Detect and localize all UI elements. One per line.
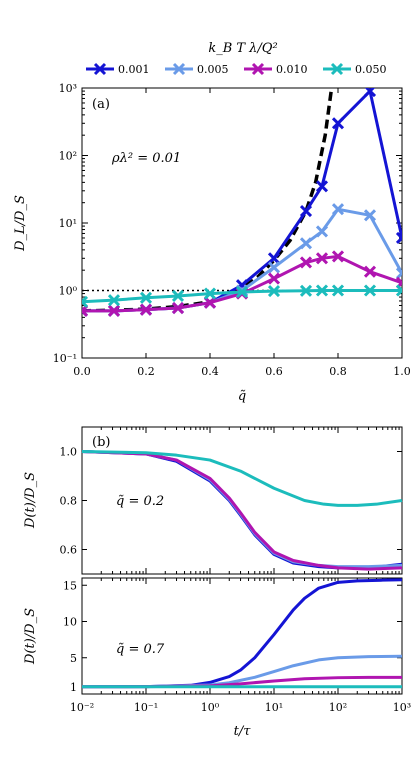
- x-tick-label: 10⁰: [201, 701, 220, 714]
- y-tick-label: 15: [63, 579, 77, 592]
- panel-b: 0.6 0.8 1.0 (b) q̃ = 0.2 D(t)/D_S: [23, 426, 403, 575]
- data-point-marker: [395, 267, 402, 280]
- y-tick-label: 1: [70, 681, 77, 694]
- data-point-marker: [299, 205, 313, 218]
- data-point-marker: [203, 287, 217, 300]
- panel-b-label: (b): [92, 435, 110, 450]
- legend-entry: 0.001: [118, 63, 150, 76]
- x-tick-label: 10⁻¹: [134, 701, 158, 714]
- x-tick-label: 10⁻²: [70, 701, 94, 714]
- data-point-marker: [315, 180, 329, 193]
- data-point-marker: [363, 284, 377, 297]
- x-tick-label: 0.4: [201, 365, 219, 378]
- series-line: [81, 450, 403, 507]
- y-tick-label: 0.8: [60, 495, 78, 508]
- panel-b-ylabel: D(t)/D_S: [23, 472, 38, 529]
- y-tick-label: 0.6: [60, 544, 78, 557]
- data-point-marker: [315, 284, 329, 297]
- x-tick-label: 10²: [329, 701, 347, 714]
- data-point-marker: [363, 209, 377, 222]
- x-tick-label: 0.0: [73, 365, 91, 378]
- data-point-marker: [363, 88, 377, 98]
- data-point-marker: [363, 265, 377, 278]
- data-point-marker: [331, 117, 345, 130]
- data-point-marker: [315, 225, 329, 238]
- data-point-marker: [107, 304, 121, 317]
- data-point-marker: [331, 250, 345, 263]
- y-tick-label: 10⁻¹: [53, 352, 77, 365]
- series-line: [82, 289, 402, 304]
- data-point-marker: [139, 291, 153, 304]
- y-tick-label: 10²: [59, 150, 77, 163]
- legend-entry: 0.010: [276, 63, 308, 76]
- panel-a-ylabel: D_L/D_S: [13, 195, 28, 252]
- data-point-marker: [331, 284, 345, 297]
- x-tick-label: 0.6: [265, 365, 283, 378]
- panel-c-ylabel: D(t)/D_S: [23, 608, 38, 665]
- y-tick-label: 10: [63, 616, 77, 629]
- data-point-marker: [139, 303, 153, 316]
- data-point-marker: [395, 284, 402, 297]
- data-point-marker: [171, 289, 185, 303]
- legend-marker: [93, 62, 107, 76]
- x-tick-label: 0.2: [137, 365, 155, 378]
- legend-entry: 0.005: [197, 63, 229, 76]
- series-line: [82, 88, 402, 313]
- data-point-marker: [331, 203, 345, 216]
- y-tick-label: 1.0: [60, 446, 78, 459]
- legend: k_B T λ/Q² 0.001 0.005 0.010 0.050: [86, 41, 387, 76]
- y-tick-label: 10¹: [59, 217, 77, 230]
- series-line: [81, 654, 403, 689]
- asymptote-dashed-line: [82, 88, 334, 313]
- series-line: [81, 450, 403, 569]
- panel-a-label: (a): [92, 97, 110, 112]
- x-tick-label: 10³: [393, 701, 411, 714]
- x-tick-label: 10¹: [265, 701, 283, 714]
- data-point-marker: [299, 237, 313, 250]
- y-tick-label: 5: [70, 652, 77, 665]
- y-tick-label: 10⁰: [59, 285, 78, 298]
- data-point-marker: [299, 284, 313, 297]
- series-line: [81, 578, 403, 689]
- series-line: [82, 254, 402, 313]
- data-point-marker: [315, 252, 329, 265]
- data-point-marker: [267, 285, 281, 298]
- data-point-marker: [267, 272, 281, 285]
- panel-b-annotation: q̃ = 0.2: [116, 494, 164, 509]
- y-tick-label: 10³: [59, 82, 77, 95]
- legend-marker: [330, 62, 344, 76]
- x-tick-label: 0.8: [329, 365, 347, 378]
- legend-entry: 0.050: [355, 63, 387, 76]
- data-point-marker: [203, 296, 217, 309]
- legend-title: k_B T λ/Q²: [208, 41, 277, 56]
- panel-a: 0.0 0.2 0.4 0.6 0.8 1.0 10⁻¹ 10⁰ 10¹ 10² 10³ (a) ρ…: [13, 82, 411, 404]
- panel-c-xlabel: t/τ: [234, 724, 252, 739]
- panel-c-annotation: q̃ = 0.7: [116, 642, 165, 657]
- data-point-marker: [235, 285, 249, 299]
- legend-marker: [251, 62, 265, 76]
- data-point-marker: [82, 304, 89, 317]
- panel-a-xlabel: q̃: [238, 389, 246, 404]
- series-line: [81, 450, 403, 570]
- legend-marker: [172, 62, 186, 76]
- series-line: [81, 450, 403, 571]
- data-point-marker: [299, 256, 313, 269]
- data-point-marker: [107, 294, 121, 307]
- panel-c-frame: [81, 577, 403, 695]
- data-point-marker: [82, 295, 89, 308]
- x-tick-label: 1.0: [393, 365, 411, 378]
- data-point-marker: [267, 261, 281, 274]
- data-point-marker: [395, 231, 402, 245]
- panel-a-plot: [82, 88, 402, 317]
- data-point-marker: [171, 301, 185, 315]
- data-point-marker: [267, 252, 281, 265]
- panel-a-frame: [81, 87, 403, 359]
- panel-a-annotation: ρλ² = 0.01: [111, 151, 181, 166]
